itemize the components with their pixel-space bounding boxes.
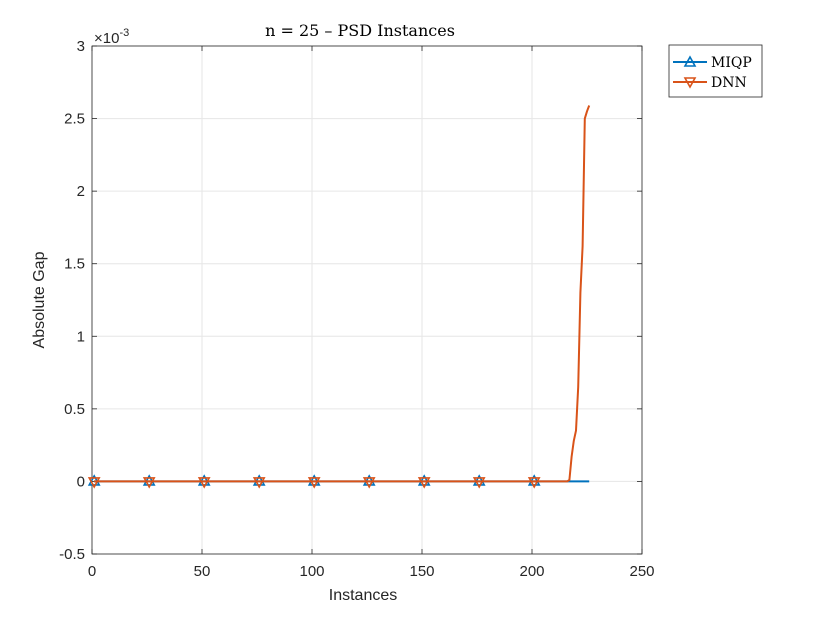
data-point-dnn bbox=[362, 477, 376, 489]
x-tick-label: 100 bbox=[299, 563, 324, 580]
data-point-dnn bbox=[417, 477, 431, 489]
y-tick-label: 1 bbox=[77, 328, 85, 345]
y-tick-label: 2 bbox=[77, 183, 85, 200]
y-axis-label: Absolute Gap bbox=[31, 251, 48, 348]
y-tick-label: 0.5 bbox=[64, 401, 85, 418]
x-tick-label: 250 bbox=[629, 563, 654, 580]
data-point-dnn bbox=[87, 477, 101, 489]
series-layer bbox=[87, 105, 591, 489]
y-tick-label: -0.5 bbox=[59, 546, 85, 563]
data-point-dnn bbox=[252, 477, 266, 489]
x-tick-label: 150 bbox=[409, 563, 434, 580]
series-line-dnn bbox=[94, 105, 591, 483]
y-exponent-label: ×10-3 bbox=[94, 27, 129, 47]
legend-dnn-label: DNN bbox=[711, 75, 747, 91]
data-point-dnn bbox=[527, 477, 541, 489]
ticks: 0 50 100 150 200 250-0.500.511.522.53 bbox=[59, 38, 654, 580]
x-tick-label: 50 bbox=[194, 563, 211, 580]
legend-dnn-marker bbox=[683, 77, 697, 89]
y-tick-label: 3 bbox=[77, 38, 85, 55]
data-point-dnn bbox=[142, 477, 156, 489]
y-tick-label: 2.5 bbox=[64, 111, 85, 128]
y-tick-label: 0 bbox=[77, 473, 85, 490]
legend-miqp-marker bbox=[683, 55, 697, 67]
data-point-dnn bbox=[197, 477, 211, 489]
x-axis-label: Instances bbox=[329, 587, 397, 604]
plot-area bbox=[91, 45, 643, 555]
legend: MIQP DNN bbox=[668, 44, 763, 98]
legend-miqp-label: MIQP bbox=[711, 55, 752, 71]
data-point-dnn bbox=[472, 477, 486, 489]
x-tick-label: 0 bbox=[88, 563, 96, 580]
data-point-dnn bbox=[307, 477, 321, 489]
legend-box bbox=[668, 44, 763, 98]
y-exponent-power: -3 bbox=[119, 27, 129, 39]
chart-title: n = 25 – PSD Instances bbox=[265, 21, 455, 40]
y-exponent-base: ×10 bbox=[94, 30, 119, 47]
y-tick-label: 1.5 bbox=[64, 256, 85, 273]
x-tick-label: 200 bbox=[519, 563, 544, 580]
